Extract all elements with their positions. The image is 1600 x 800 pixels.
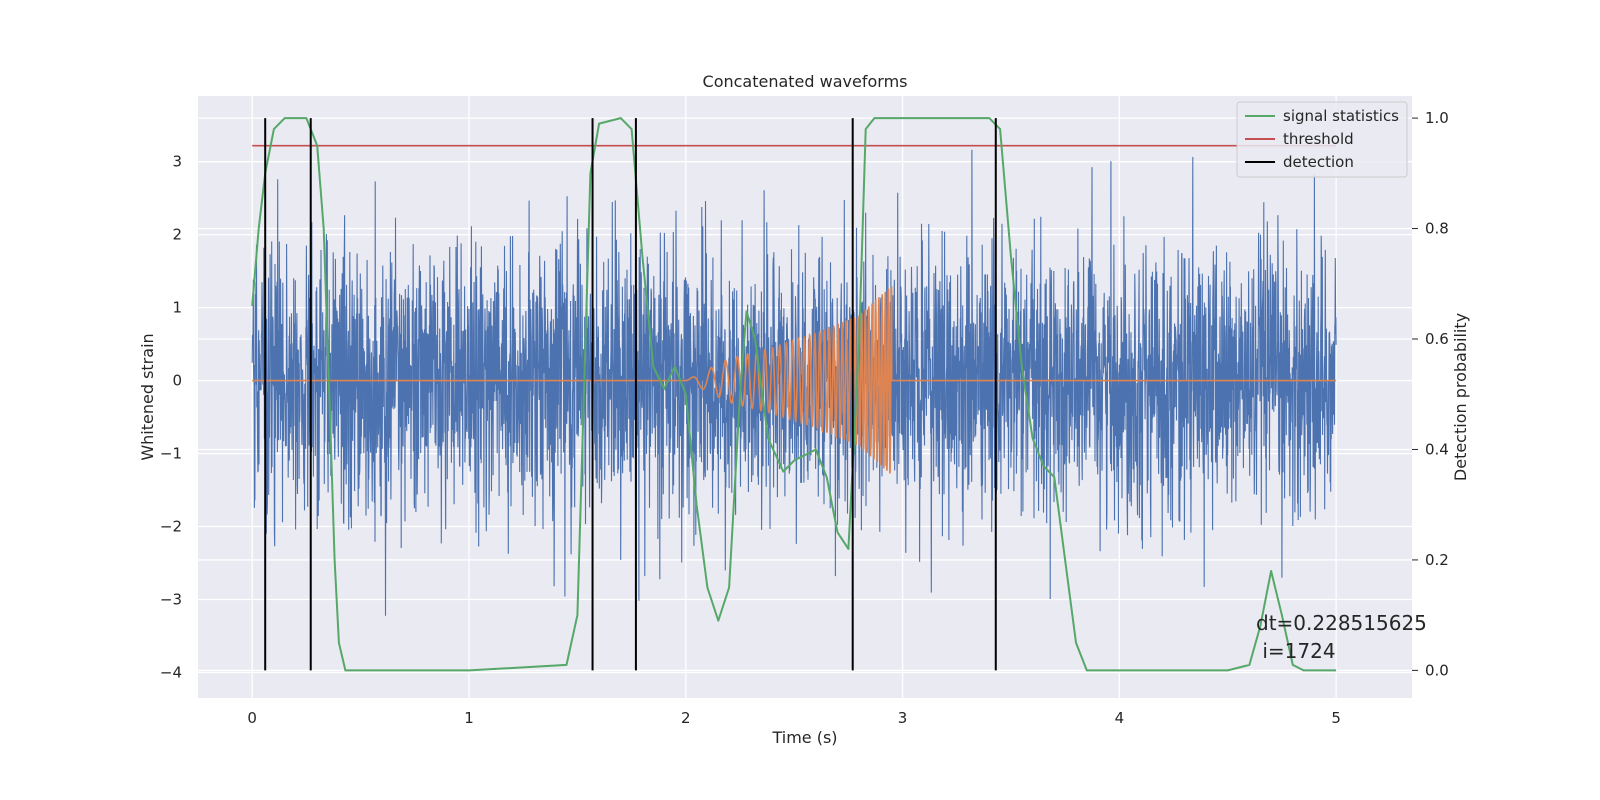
y-tick-label: 0	[172, 372, 182, 390]
y-tick-label: 3	[172, 153, 182, 171]
y2-tick-label: 0.2	[1425, 551, 1449, 569]
y-tick-label: −1	[160, 445, 182, 463]
y-tick-label: −2	[160, 518, 182, 536]
series-layer	[251, 117, 1337, 672]
legend-label-threshold: threshold	[1283, 130, 1354, 148]
x-tick-label: 3	[898, 709, 908, 727]
y-tick-label: −3	[160, 590, 182, 608]
y-tick-label: −4	[160, 663, 182, 681]
series-chirp-template	[252, 286, 1337, 474]
x-tick-label: 5	[1331, 709, 1341, 727]
legend-label-detection: detection	[1283, 153, 1354, 171]
series-whitened-strain	[251, 149, 1337, 616]
y2-tick-label: 1.0	[1425, 109, 1449, 127]
series-signal-statistics	[251, 117, 1337, 672]
legend-box	[1236, 101, 1408, 178]
y-axis-label: Whitened strain	[138, 333, 157, 460]
y2-tick-label: 0.6	[1425, 330, 1449, 348]
y2-tick-label: 0.8	[1425, 220, 1449, 238]
y2-tick-label: 0.4	[1425, 440, 1449, 458]
annotation-i: i=1724	[1256, 639, 1336, 663]
x-axis-label: Time (s)	[771, 728, 837, 747]
y2-axis-label: Detection probability	[1451, 313, 1470, 481]
annotation-dt: dt=0.228515625	[1256, 611, 1427, 635]
legend-label-signal-statistics: signal statistics	[1283, 107, 1399, 125]
legend: signal statistics threshold detection	[1236, 101, 1408, 178]
ticks: 0 1 2 3 4 5 −4 −3 −2 −1 0 1 2 3 0.0 0.2 0.4 0.6 0.8 1.0	[160, 109, 1449, 727]
chart-title: Concatenated waveforms	[703, 72, 908, 91]
x-tick-label: 4	[1115, 709, 1125, 727]
x-tick-label: 2	[681, 709, 691, 727]
x-tick-label: 0	[247, 709, 257, 727]
y-tick-label: 2	[172, 226, 182, 244]
x-tick-label: 1	[464, 709, 474, 727]
y2-tick-label: 0.0	[1425, 661, 1449, 679]
y-tick-label: 1	[172, 299, 182, 317]
